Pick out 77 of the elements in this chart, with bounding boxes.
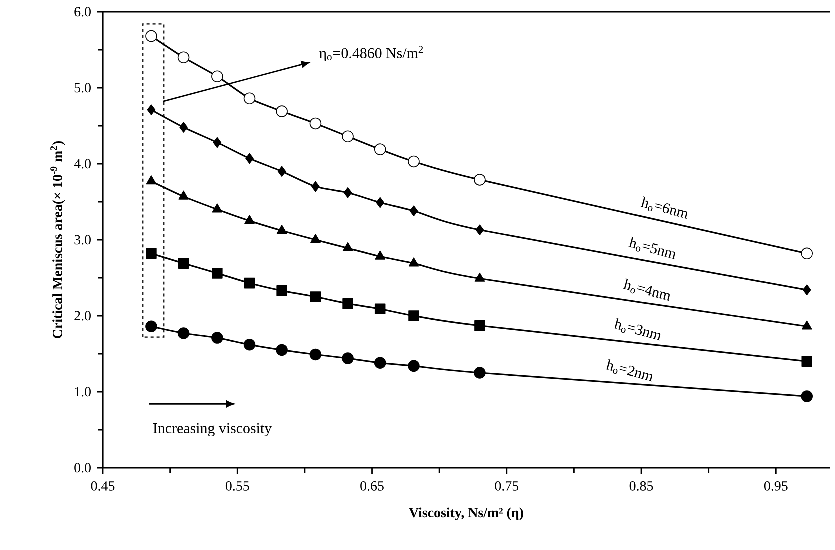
point	[802, 320, 812, 330]
point	[801, 248, 813, 260]
point	[212, 204, 223, 213]
point	[276, 106, 288, 118]
point	[474, 272, 486, 282]
point	[801, 390, 813, 402]
point	[408, 360, 420, 372]
point	[310, 348, 322, 361]
y-tick-label: 0.0	[74, 463, 91, 473]
point	[276, 344, 288, 356]
annotation: h$_{o}$=6nm	[640, 196, 688, 220]
y-tick-label: 4.0	[74, 159, 91, 169]
y-tick-label: 5.0	[74, 83, 91, 93]
y-tick-label: 3.0	[74, 235, 91, 245]
annotation: h$_{o}$=2nm	[606, 359, 652, 382]
point	[375, 250, 386, 260]
point	[474, 367, 486, 379]
point	[408, 258, 420, 267]
point	[146, 248, 157, 260]
point	[342, 242, 354, 252]
point	[246, 153, 254, 164]
x-tick-label: 0.65	[360, 481, 384, 491]
point	[474, 320, 486, 332]
point	[374, 357, 386, 369]
y-axis-title: Critical Meniscus area(× 10$^{-9}$ m$^{2}$)	[50, 141, 66, 338]
point	[276, 286, 288, 296]
point	[212, 70, 224, 82]
point	[178, 52, 190, 64]
point	[178, 258, 190, 269]
point	[474, 174, 486, 186]
y-tick-label: 6.0	[74, 7, 91, 17]
point	[244, 278, 256, 289]
point	[310, 234, 321, 244]
point	[146, 30, 158, 42]
point	[147, 104, 156, 116]
x-axis-title: Viscosity, Ns/m² (η)	[409, 508, 524, 520]
x-tick-label: 0.55	[226, 481, 250, 491]
point	[212, 332, 224, 344]
point	[342, 130, 354, 143]
point	[376, 197, 384, 208]
point	[802, 284, 812, 296]
point	[342, 352, 354, 364]
point	[244, 92, 256, 105]
point	[408, 156, 420, 168]
point	[178, 190, 189, 200]
point	[178, 328, 190, 340]
annotation: Increasing viscosity	[154, 423, 272, 437]
annotation: h$_{o}$=5nm	[628, 236, 676, 260]
point	[212, 268, 223, 279]
point	[310, 118, 322, 130]
annotation: h$_{o}$=3nm	[614, 318, 661, 341]
point	[342, 298, 354, 310]
point	[374, 304, 386, 315]
annotation: h$_{o}$=4nm	[623, 278, 670, 302]
annotation: η$_{o}$=0.4860 Ns/m$^{2}$	[319, 46, 424, 62]
point	[146, 176, 157, 185]
x-tick-label: 0.45	[91, 481, 115, 491]
point	[213, 137, 222, 148]
x-tick-label: 0.85	[630, 481, 654, 491]
y-tick-label: 1.0	[75, 387, 91, 397]
point	[410, 206, 418, 216]
x-tick-label: 0.95	[764, 481, 788, 491]
point	[146, 320, 158, 333]
point	[408, 310, 420, 322]
point	[278, 166, 286, 177]
point	[244, 215, 255, 224]
point	[310, 292, 322, 302]
point	[374, 144, 386, 156]
point	[244, 339, 256, 351]
x-tick-label: 0.75	[495, 481, 519, 491]
point	[180, 122, 188, 133]
point	[476, 224, 484, 236]
point	[276, 225, 288, 234]
point	[802, 356, 812, 367]
point	[312, 181, 320, 192]
point	[344, 187, 352, 198]
y-tick-label: 2.0	[74, 311, 91, 321]
